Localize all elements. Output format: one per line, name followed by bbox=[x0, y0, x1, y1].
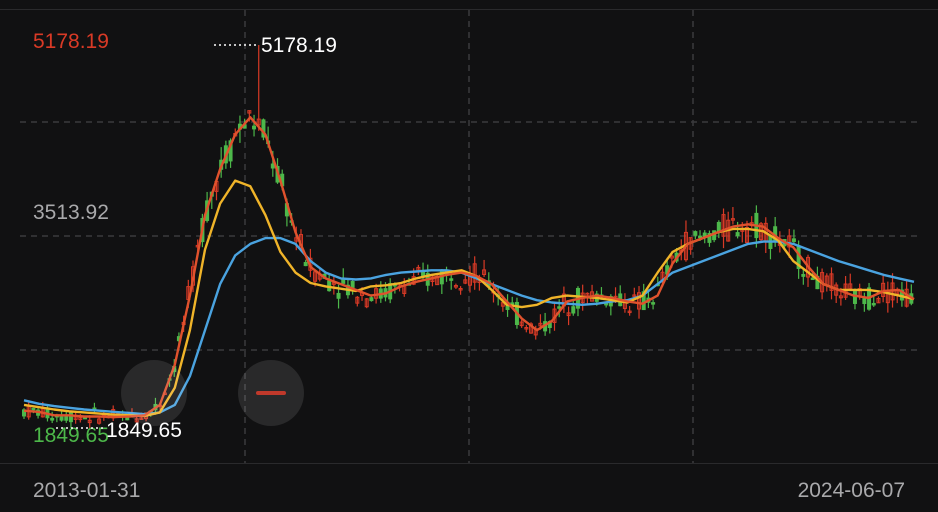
ma-short-line bbox=[23, 116, 915, 419]
candle-body bbox=[510, 302, 515, 305]
moving-average-lines bbox=[23, 116, 915, 419]
plot-frame bbox=[0, 9, 938, 464]
candle-body bbox=[336, 292, 341, 299]
y-min-label: 1849.65 bbox=[33, 424, 109, 447]
candle-body bbox=[458, 288, 463, 291]
candle-body bbox=[693, 231, 698, 236]
candle-body bbox=[791, 238, 796, 242]
candle-body bbox=[87, 419, 92, 424]
candle-body bbox=[369, 297, 374, 302]
candle-body bbox=[270, 163, 275, 169]
candle-body bbox=[698, 235, 703, 239]
candle-body bbox=[862, 298, 867, 305]
candle-body bbox=[482, 269, 487, 276]
x-end-label: 2024-06-07 bbox=[798, 479, 905, 502]
candle-body bbox=[519, 321, 524, 327]
candle-body bbox=[801, 274, 806, 277]
candle-body bbox=[627, 310, 632, 314]
candle-body bbox=[707, 233, 712, 243]
candle-body bbox=[637, 292, 642, 310]
candle-body bbox=[876, 297, 881, 304]
candle-body bbox=[134, 418, 139, 423]
candle-body bbox=[252, 125, 257, 130]
candle-body bbox=[50, 417, 55, 421]
candle-body bbox=[472, 263, 477, 283]
decorations bbox=[121, 360, 304, 426]
candle-body bbox=[721, 214, 726, 237]
candle-body bbox=[871, 302, 876, 306]
candle-body bbox=[64, 415, 69, 421]
candle-body bbox=[730, 218, 735, 221]
candle-body bbox=[787, 235, 792, 248]
candle-body bbox=[632, 294, 637, 297]
x-start-label: 2013-01-31 bbox=[33, 479, 140, 502]
candle-body bbox=[355, 296, 360, 304]
candle-body bbox=[21, 409, 27, 417]
candle-body bbox=[256, 118, 261, 126]
candle-body bbox=[810, 277, 815, 281]
candle-body bbox=[97, 418, 102, 424]
candle-body bbox=[439, 271, 444, 285]
candle-body bbox=[31, 407, 36, 411]
minus-icon bbox=[256, 391, 286, 395]
candle-body bbox=[529, 323, 534, 334]
candle-body bbox=[463, 279, 468, 284]
candle-body bbox=[744, 227, 749, 243]
candle-body bbox=[59, 416, 64, 421]
candle-body bbox=[139, 417, 144, 420]
candle-body bbox=[247, 110, 252, 114]
candle-body bbox=[829, 273, 834, 291]
candle-body bbox=[524, 326, 529, 330]
candle-body bbox=[838, 295, 843, 299]
low-annotation: 1849.65 bbox=[106, 419, 182, 442]
faint-circle-1 bbox=[121, 360, 187, 426]
candle-body bbox=[453, 285, 458, 288]
y-max-label: 5178.19 bbox=[33, 30, 109, 53]
candle-body bbox=[651, 302, 656, 305]
candle-body bbox=[68, 412, 73, 423]
candle-body bbox=[566, 312, 571, 317]
candle-body bbox=[350, 280, 355, 288]
candle-body bbox=[261, 119, 266, 138]
candle-body bbox=[303, 262, 308, 267]
candle-body bbox=[364, 298, 369, 308]
candle-body bbox=[571, 306, 576, 314]
candle-body bbox=[557, 306, 562, 309]
high-annotation: 5178.19 bbox=[261, 34, 337, 57]
candle-body bbox=[669, 255, 674, 259]
candle-body bbox=[735, 232, 740, 237]
candle-body bbox=[538, 322, 543, 327]
y-mid-label: 3513.92 bbox=[33, 201, 109, 224]
candle-body bbox=[449, 278, 454, 281]
grid bbox=[20, 10, 918, 463]
